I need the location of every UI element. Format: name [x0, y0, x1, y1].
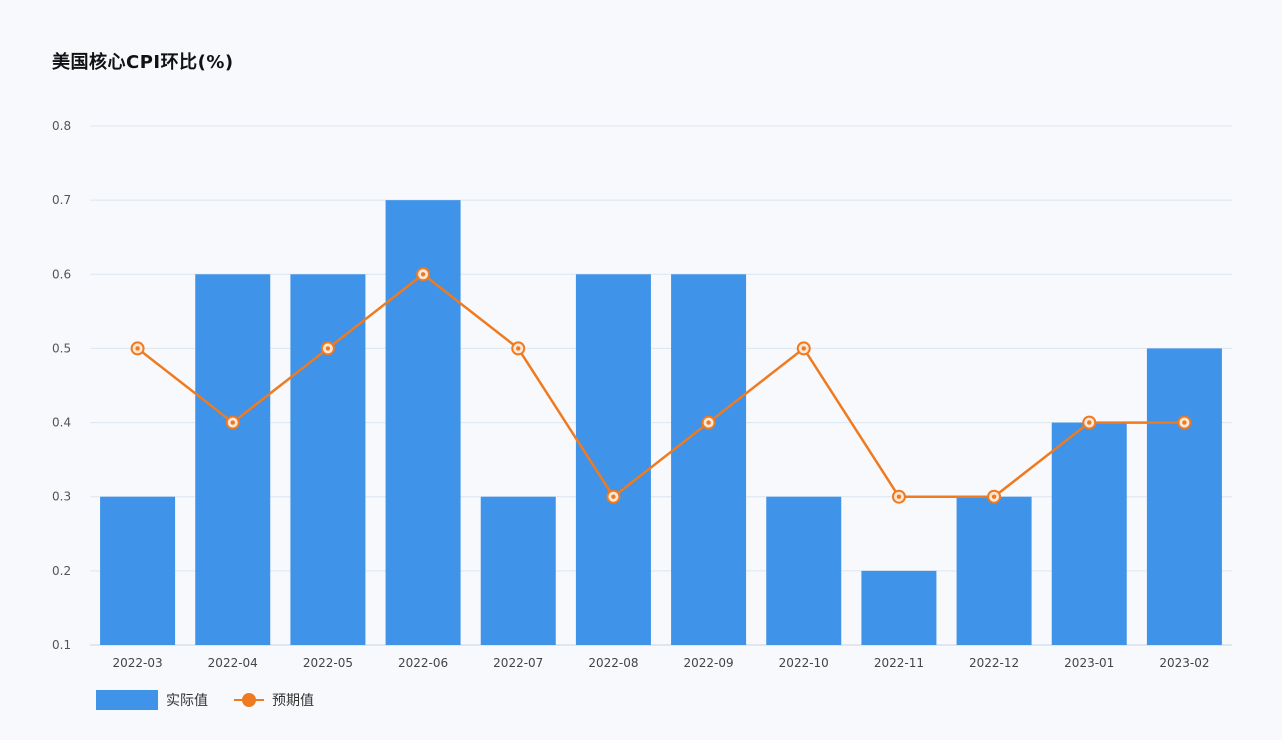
- x-tick-label: 2022-08: [588, 656, 638, 670]
- expected-line: [136, 273, 1185, 498]
- legend-swatch-actual: [96, 690, 158, 710]
- y-tick-label: 0.5: [52, 341, 71, 355]
- bar-2022-04[interactable]: [195, 274, 271, 645]
- bar-2023-01[interactable]: [1051, 422, 1127, 645]
- x-tick-label: 2022-05: [303, 656, 353, 670]
- point-core: [230, 420, 235, 425]
- point-core: [611, 494, 616, 499]
- x-tick-label: 2022-11: [874, 656, 924, 670]
- x-tick-label: 2023-02: [1159, 656, 1209, 670]
- bar-2023-02[interactable]: [1146, 348, 1222, 645]
- x-tick-label: 2022-10: [779, 656, 829, 670]
- x-tick-label: 2022-12: [969, 656, 1019, 670]
- point-core: [991, 494, 997, 499]
- point-core: [516, 346, 521, 351]
- bar-2022-11[interactable]: [861, 570, 937, 645]
- point-core: [801, 346, 806, 351]
- x-tick-label: 2022-06: [398, 656, 448, 670]
- bar-2022-12[interactable]: [956, 496, 1032, 645]
- bar-2022-07[interactable]: [480, 496, 556, 645]
- legend-label-expected: 预期值: [272, 693, 314, 709]
- x-tick-label: 2023-01: [1064, 656, 1114, 670]
- y-tick-label: 0.1: [52, 638, 71, 652]
- bar-2022-08[interactable]: [575, 274, 651, 645]
- bar-2022-10[interactable]: [766, 496, 842, 645]
- y-tick-label: 0.2: [52, 564, 71, 578]
- point-core: [706, 420, 711, 425]
- legend-label-actual: 实际值: [166, 693, 208, 709]
- x-tick-label: 2022-03: [113, 656, 163, 670]
- point-core: [1087, 420, 1092, 425]
- y-tick-label: 0.6: [52, 267, 71, 281]
- point-core: [1182, 420, 1187, 425]
- bar-2022-03[interactable]: [100, 496, 176, 645]
- x-tick-label: 2022-07: [493, 656, 543, 670]
- bar-2022-09[interactable]: [671, 274, 747, 645]
- chart-title: 美国核心CPI环比(%): [52, 52, 234, 73]
- x-tick-label: 2022-04: [208, 656, 258, 670]
- bar-2022-06[interactable]: [385, 200, 461, 645]
- point-core: [896, 494, 902, 499]
- legend: 实际值 预期值: [96, 690, 340, 710]
- legend-item-expected[interactable]: 预期值: [234, 690, 314, 710]
- y-tick-label: 0.7: [52, 193, 71, 207]
- point-core: [135, 346, 140, 351]
- legend-swatch-expected: [234, 690, 264, 710]
- y-tick-label: 0.4: [52, 416, 71, 430]
- x-tick-label: 2022-09: [684, 656, 734, 670]
- bar-2022-05[interactable]: [290, 274, 366, 645]
- point-core: [325, 346, 331, 351]
- y-tick-label: 0.8: [52, 119, 71, 133]
- point-core: [420, 272, 426, 277]
- y-tick-label: 0.3: [52, 490, 71, 504]
- legend-item-actual[interactable]: 实际值: [96, 690, 208, 710]
